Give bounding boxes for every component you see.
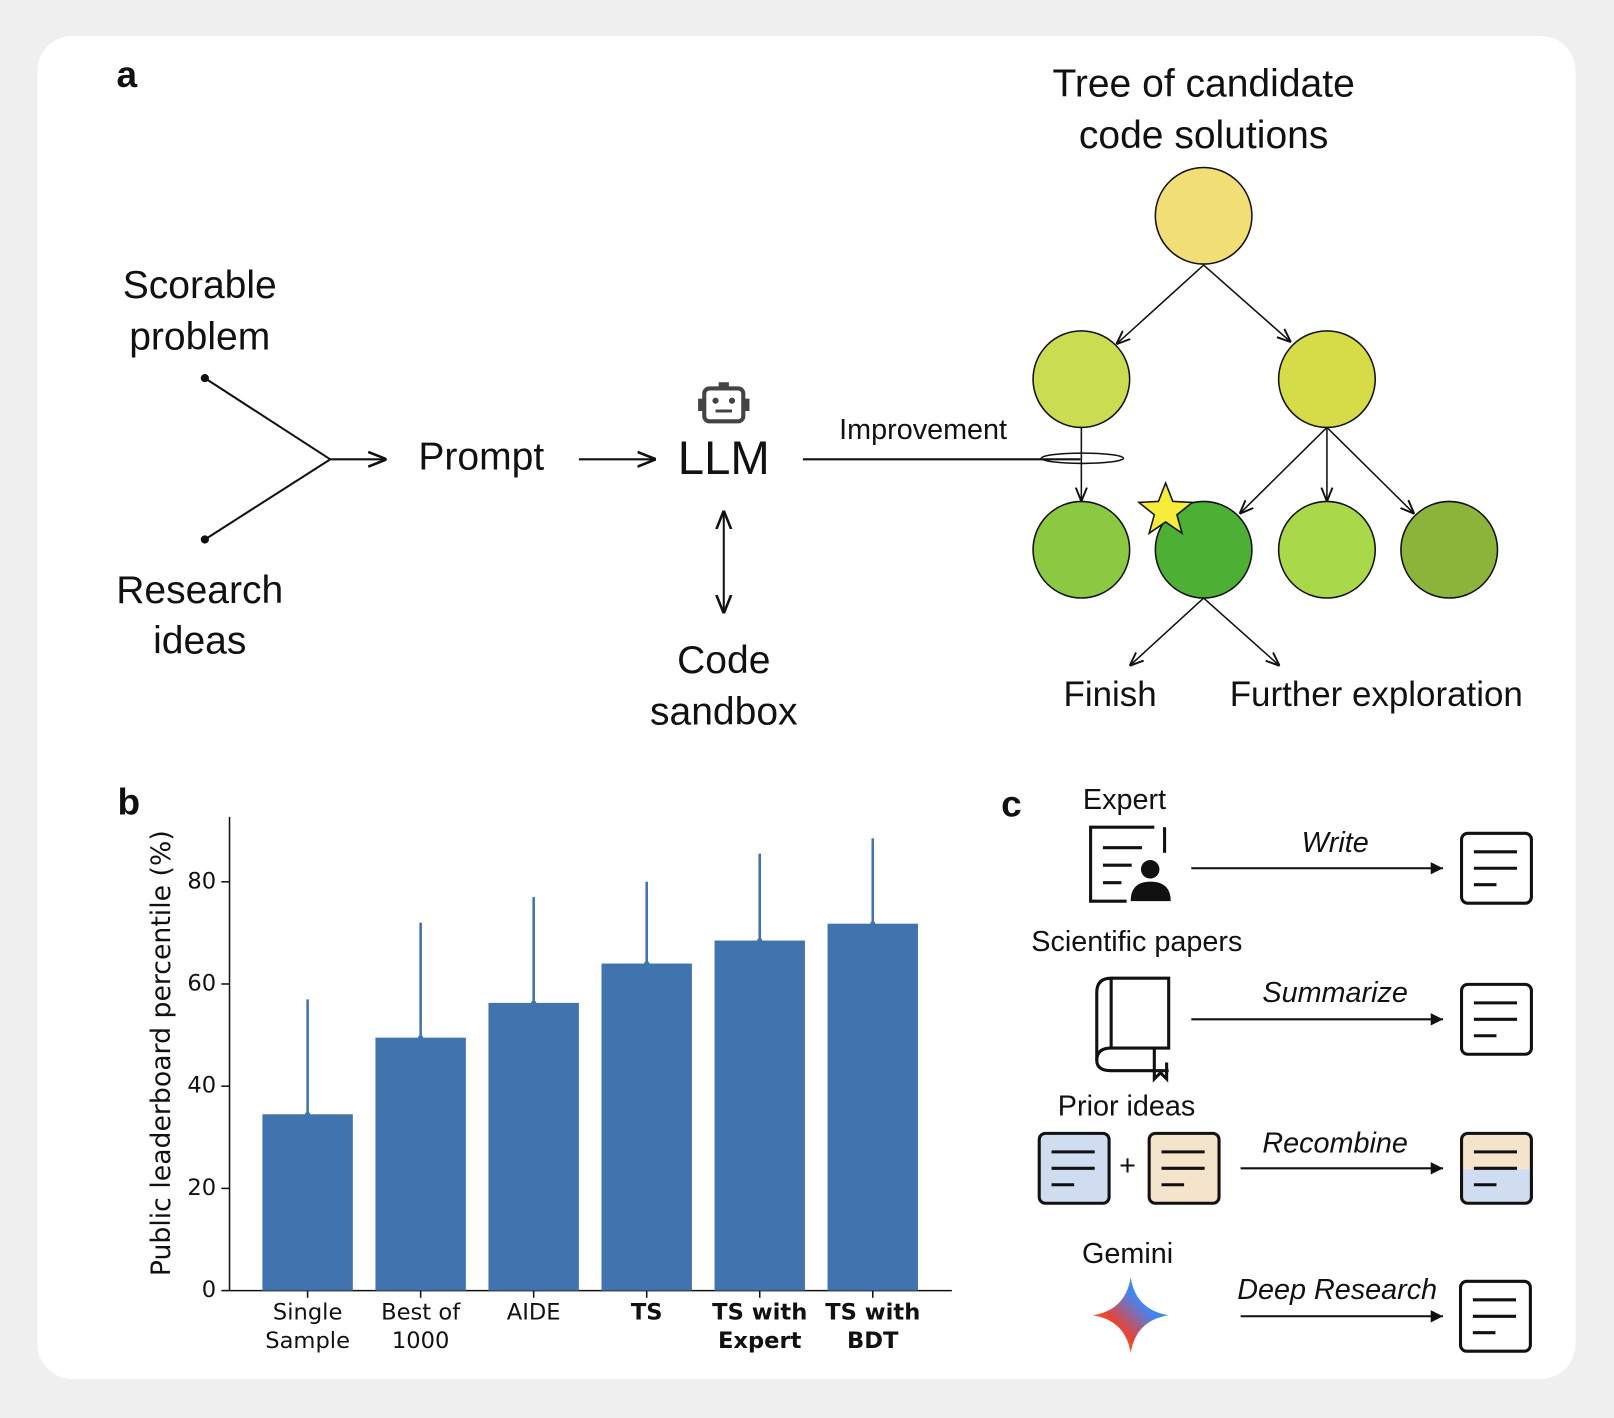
plus: + <box>1119 1150 1136 1182</box>
expert-icon <box>1089 825 1171 903</box>
book-icon <box>1095 976 1171 1083</box>
error-cap <box>757 937 763 944</box>
x-tick-label-box: AIDE <box>506 1299 561 1326</box>
x-tick-label: TS <box>630 1299 663 1326</box>
y-tick-label: 60 <box>187 970 216 996</box>
bar <box>827 923 918 1291</box>
source-label: Scientific papers <box>1031 926 1242 958</box>
panel-a: a Tree of candidate code solutions Scora… <box>116 54 1523 734</box>
action-label: Summarize <box>1262 977 1407 1009</box>
x-tick-label: Single Sample <box>265 1299 351 1355</box>
finish: Finish <box>1064 675 1157 714</box>
error-cap <box>305 1111 311 1117</box>
x-tick-label: Best of 1000 <box>381 1299 461 1355</box>
tree-title: code solutions <box>1079 114 1329 157</box>
bar <box>601 963 692 1291</box>
x-tick-label-box: TS <box>630 1299 663 1326</box>
panel-b: b Public leaderboard percentile (%) 0 20 4… <box>118 781 952 1355</box>
error-cap <box>870 921 876 927</box>
input-label: Research <box>116 569 283 612</box>
x-tick-label-box: Single Sample <box>265 1299 351 1355</box>
robot-icon <box>698 382 750 424</box>
action-label: Write <box>1302 827 1369 859</box>
x-tick-label-box: TS with BDT <box>825 1299 921 1355</box>
ellipse <box>1040 452 1125 465</box>
action-label: Deep Research <box>1237 1274 1437 1306</box>
further: Further exploration <box>1230 675 1523 714</box>
bar <box>714 940 805 1291</box>
action-label: Recombine <box>1262 1127 1407 1159</box>
y-tick-label: 0 <box>202 1277 216 1303</box>
bar <box>262 1114 353 1291</box>
panel-label: c <box>1001 783 1022 824</box>
panel-label: a <box>116 54 137 95</box>
tree-nodes <box>1032 166 1499 599</box>
improvement: Improvement <box>839 414 1007 446</box>
source-label: Prior ideas <box>1058 1090 1195 1122</box>
bar <box>375 1037 466 1291</box>
input-label: Scorable <box>123 264 277 307</box>
x-tick-label: TS with BDT <box>825 1299 921 1355</box>
x-tick-label: TS with Expert <box>712 1299 808 1355</box>
tree-title: Tree of candidate <box>1052 63 1354 106</box>
input-label: problem <box>129 315 270 358</box>
error-cap <box>418 1035 424 1041</box>
y-tick-label: 80 <box>187 868 216 894</box>
prompt: Prompt <box>418 436 544 479</box>
error-cap <box>531 1000 537 1006</box>
panel-c: c Expert Write Scientific papers Summari… <box>1001 783 1533 1354</box>
x-tick-label: AIDE <box>506 1299 561 1326</box>
y-tick-label: 40 <box>187 1073 216 1099</box>
source-label: Gemini <box>1082 1238 1173 1270</box>
sandbox: sandbox <box>650 690 798 733</box>
star <box>1136 480 1195 536</box>
error-cap <box>644 960 650 967</box>
llm: LLM <box>678 432 770 485</box>
y-tick-label: 20 <box>187 1175 216 1201</box>
input-label: ideas <box>153 620 246 663</box>
sandbox: Code <box>677 639 770 682</box>
x-tick-label-box: TS with Expert <box>712 1299 808 1355</box>
source-label: Expert <box>1083 784 1166 816</box>
gemini-icon <box>1092 1277 1169 1354</box>
tree-edges <box>1081 264 1414 666</box>
panel-label: b <box>118 781 141 822</box>
y-axis-label: Public leaderboard percentile (%) <box>146 830 177 1276</box>
bar <box>488 1002 579 1291</box>
x-tick-label-box: Best of 1000 <box>381 1299 461 1355</box>
